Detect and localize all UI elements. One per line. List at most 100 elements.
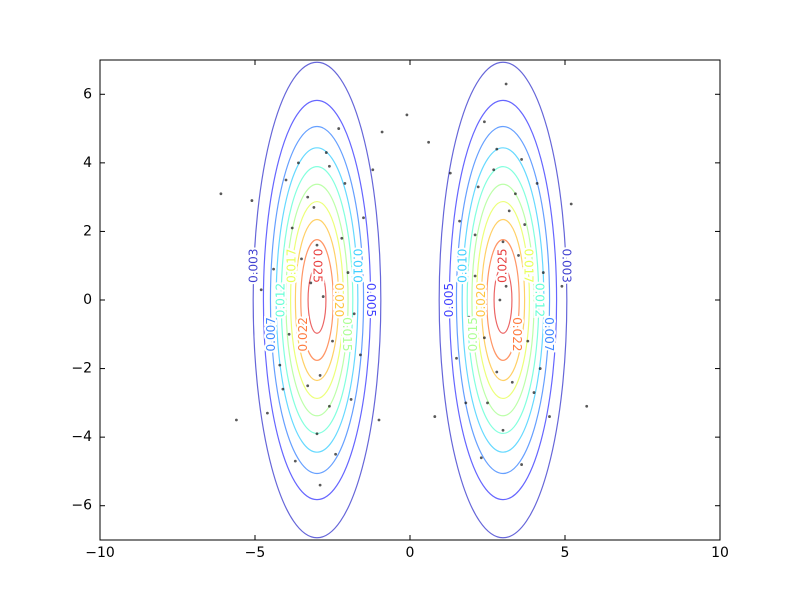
contour-label: 0.025 [496, 249, 510, 283]
scatter-point [377, 418, 381, 422]
scatter-point [340, 236, 344, 240]
contour-line [285, 183, 349, 417]
y-tick-label: 0 [83, 292, 92, 308]
scatter-point [514, 192, 517, 196]
contour-line [294, 218, 340, 382]
scatter-point [312, 206, 316, 209]
scatter-point [504, 284, 508, 288]
scatter-point [523, 223, 527, 226]
scatter-point [569, 202, 573, 206]
contour-line [300, 239, 334, 361]
scatter-point [315, 432, 319, 436]
scatter-point [455, 356, 458, 360]
scatter-point [483, 336, 486, 340]
x-tick-label: −5 [245, 545, 266, 561]
contour-line [471, 183, 535, 417]
contour-label: 0.010 [350, 249, 364, 283]
y-tick-label: −6 [71, 498, 92, 514]
scatter-point [507, 209, 511, 213]
contour-line [438, 61, 568, 539]
contour-label: 0.012 [274, 283, 288, 317]
contour-label: 0.020 [474, 283, 488, 317]
scatter-point [290, 226, 294, 230]
contour-line [466, 166, 540, 434]
scatter-point [359, 353, 362, 357]
contour-line [289, 200, 345, 400]
scatter-point [535, 182, 539, 185]
y-tick-label: −4 [71, 429, 92, 445]
contour-label: 0.025 [311, 249, 325, 283]
contour-line [448, 99, 558, 501]
contour-line [275, 147, 359, 453]
scatter-point [501, 428, 505, 432]
y-tick-label: −2 [71, 361, 92, 377]
scatter-point [297, 161, 300, 165]
contour-line [480, 218, 526, 382]
scatter-point [331, 339, 334, 343]
contour-label: 0.020 [332, 283, 346, 317]
contour-line [493, 266, 513, 334]
scatter-point [259, 288, 263, 292]
scatter-point [349, 398, 353, 401]
scatter-point [328, 164, 331, 168]
contour-line [475, 200, 531, 400]
scatter-point [334, 452, 337, 456]
contour-line [486, 239, 520, 361]
scatter-point [473, 233, 477, 237]
scatter-point [380, 130, 384, 134]
scatter-point [318, 374, 322, 377]
scatter-point [526, 339, 530, 343]
scatter-point [272, 267, 275, 271]
scatter-point [467, 315, 471, 319]
scatter-point [495, 370, 499, 374]
scatter-point [287, 332, 291, 336]
scatter-point [548, 415, 551, 418]
scatter-point [476, 185, 480, 189]
scatter-point [266, 411, 269, 415]
scatter-point [306, 384, 310, 388]
scatter-point [560, 284, 564, 288]
scatter-point [293, 459, 297, 463]
contour-line [262, 99, 372, 501]
scatter-point [458, 219, 461, 223]
contour-label: 0.005 [364, 283, 378, 317]
contour-label: 0.022 [510, 317, 524, 351]
contour-label: 0.017 [285, 249, 299, 283]
scatter-point [309, 281, 313, 285]
scatter-point [250, 199, 254, 202]
contour-line [307, 266, 327, 334]
scatter-point [479, 456, 483, 460]
scatter-point [306, 195, 310, 199]
scatter-point [235, 418, 238, 422]
scatter-point [486, 401, 489, 405]
scatter-point [315, 243, 319, 247]
y-tick-label: 4 [83, 155, 92, 171]
contour-label: 0.015 [466, 317, 480, 351]
contour-line [461, 147, 545, 453]
scatter-point [495, 147, 499, 151]
scatter-point [483, 120, 486, 124]
contour-label: 0.005 [442, 283, 456, 317]
contour-label: 0.007 [264, 317, 278, 351]
x-tick-label: 10 [711, 545, 729, 561]
contour-line [455, 125, 551, 475]
scatter-point [498, 298, 502, 302]
x-tick-label: −10 [85, 545, 115, 561]
plot-area: 0.003 0.005 0.007 0.010 0.012 0.015 0.017 0.020… [219, 61, 589, 539]
scatter-point [501, 240, 505, 244]
scatter-point [510, 380, 514, 384]
scatter-point [346, 271, 350, 274]
scatter-point [538, 367, 542, 370]
scatter-point [321, 295, 325, 298]
contour-label: 0.012 [532, 283, 546, 317]
x-tick-label: 5 [561, 545, 570, 561]
scatter-point [337, 127, 341, 130]
contour-label: 0.010 [456, 249, 470, 283]
scatter-point [532, 391, 536, 394]
scatter-point [324, 151, 328, 154]
y-tick-label: 2 [83, 223, 92, 239]
scatter-point [278, 363, 282, 367]
scatter-point [517, 254, 520, 257]
